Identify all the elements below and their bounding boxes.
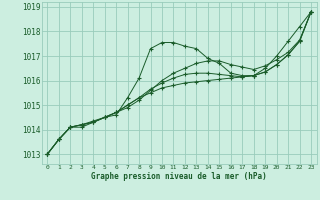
X-axis label: Graphe pression niveau de la mer (hPa): Graphe pression niveau de la mer (hPa)	[91, 172, 267, 181]
